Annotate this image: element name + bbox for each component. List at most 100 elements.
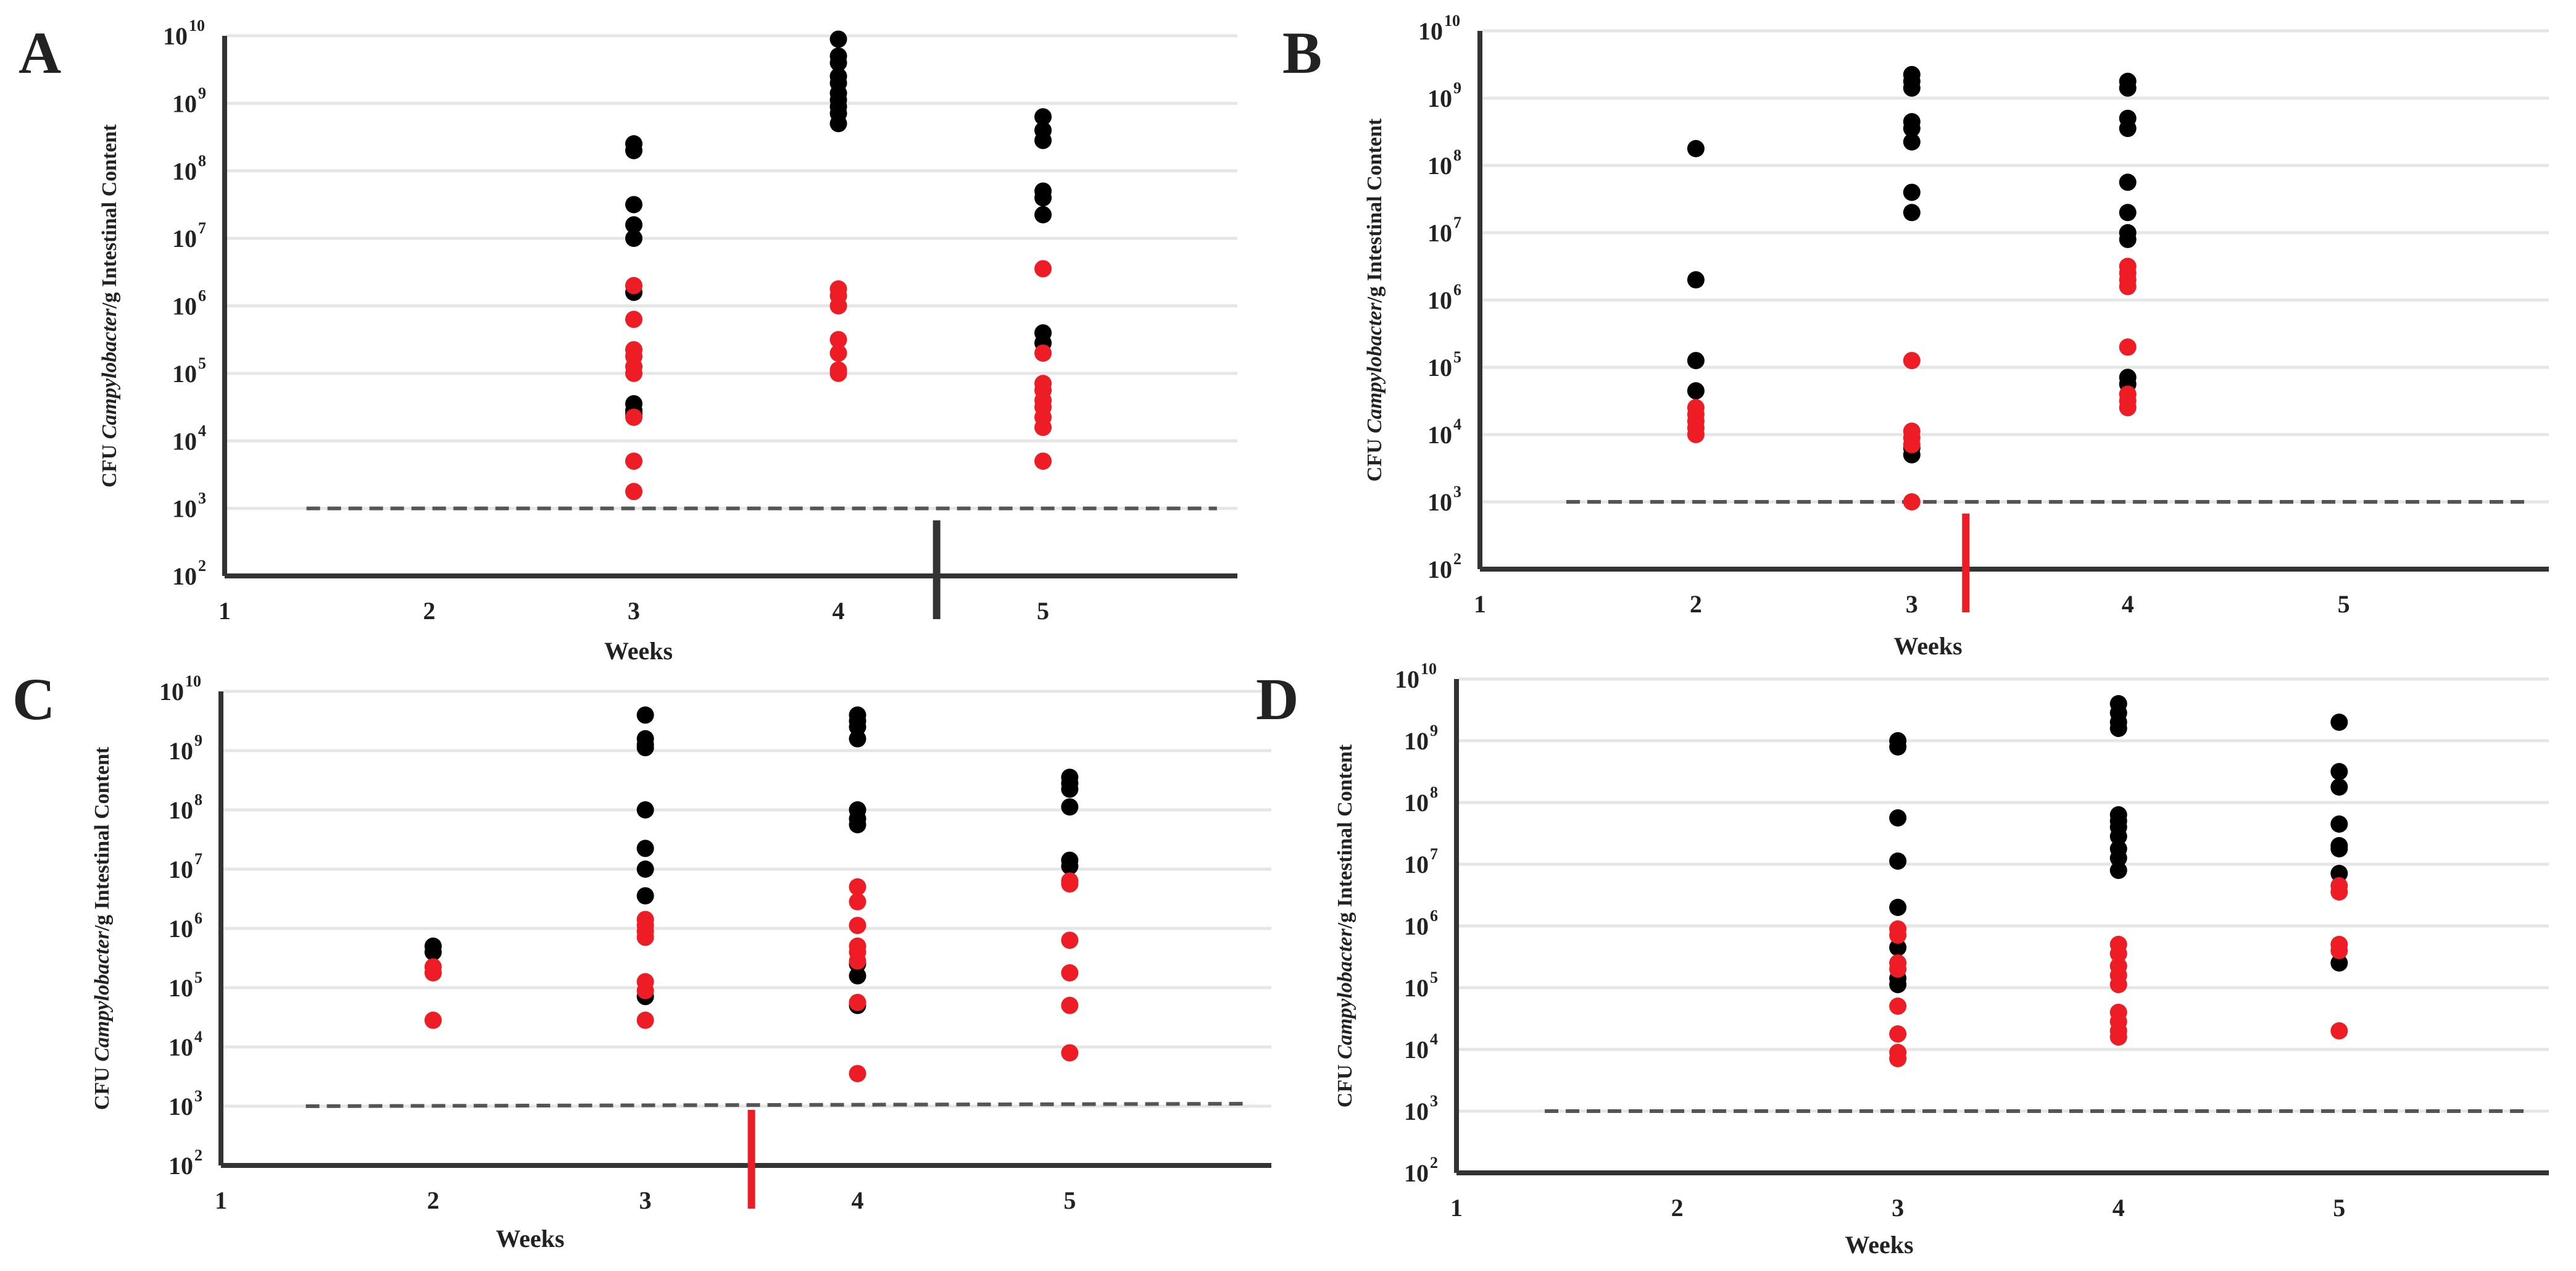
data-point-red <box>1034 260 1052 278</box>
y-tick-label: 10 <box>163 22 188 50</box>
y-tick-exponent: 4 <box>1453 415 1461 433</box>
y-tick-exponent: 9 <box>194 731 202 749</box>
y-tick-label: 10 <box>172 562 197 590</box>
panel-letter: B <box>1282 20 1322 86</box>
data-point-black <box>849 730 866 748</box>
data-point-red <box>829 364 847 382</box>
y-axis-title-part: CFU <box>98 439 121 487</box>
x-axis-title: Weeks <box>1845 1231 1913 1259</box>
data-point-black <box>1903 79 1921 97</box>
data-point-black <box>829 30 847 48</box>
x-tick-label: 2 <box>423 597 436 625</box>
y-tick-exponent: 3 <box>198 490 206 507</box>
x-tick-label: 4 <box>852 1186 864 1214</box>
y-tick-label: 10 <box>1404 1159 1429 1187</box>
series-red <box>1889 877 2348 1067</box>
data-point-red <box>1903 436 1921 454</box>
y-tick-label: 10 <box>1427 152 1452 180</box>
data-point-red <box>424 1011 442 1029</box>
x-tick-label: 5 <box>2333 1194 2345 1222</box>
x-tick-label: 1 <box>215 1186 227 1214</box>
data-point-black <box>2109 849 2127 867</box>
y-tick-exponent: 6 <box>198 287 206 305</box>
data-point-red <box>2330 942 2348 959</box>
data-point-red <box>1061 1044 1079 1062</box>
x-tick-label: 5 <box>2338 590 2350 618</box>
data-point-black <box>2119 204 2137 222</box>
data-point-red <box>2330 1022 2348 1040</box>
data-point-red <box>1889 998 1907 1015</box>
y-axis-title-part: CFU <box>1363 433 1386 481</box>
y-axis-title-part: CFU <box>1334 1059 1357 1107</box>
data-point-red <box>625 310 643 328</box>
data-point-red <box>849 952 866 970</box>
x-tick-label: 2 <box>1671 1194 1684 1222</box>
y-tick-exponent: 8 <box>1430 783 1438 801</box>
data-point-red <box>849 893 866 911</box>
y-tick-exponent: 10 <box>1421 660 1437 678</box>
data-point-red <box>424 964 442 981</box>
data-point-red <box>1889 1025 1907 1043</box>
y-tick-label: 10 <box>168 974 193 1002</box>
panel-letter: D <box>1256 666 1298 732</box>
y-tick-label: 10 <box>172 293 197 320</box>
y-tick-exponent: 6 <box>194 909 202 927</box>
data-point-red <box>636 981 654 999</box>
y-tick-exponent: 5 <box>1453 348 1461 366</box>
data-point-red <box>2119 278 2137 296</box>
data-point-black <box>829 54 847 72</box>
data-point-red <box>1903 493 1921 510</box>
x-tick-label: 3 <box>1892 1194 1904 1222</box>
y-tick-label: 10 <box>168 1093 193 1120</box>
y-tick-label: 10 <box>168 1152 193 1180</box>
data-point-black <box>625 216 643 234</box>
y-tick-label: 10 <box>168 737 193 765</box>
y-tick-exponent: 8 <box>194 791 202 809</box>
y-tick-label: 10 <box>168 796 193 824</box>
data-point-black <box>2119 230 2137 248</box>
series-red <box>625 260 1052 501</box>
data-point-black <box>1061 780 1079 798</box>
y-tick-exponent: 7 <box>1453 214 1461 231</box>
data-point-black <box>1687 271 1705 289</box>
y-tick-exponent: 2 <box>198 557 206 575</box>
y-tick-exponent: 6 <box>1430 907 1438 925</box>
series-black <box>1687 65 2137 464</box>
data-point-black <box>2330 714 2348 731</box>
y-tick-label: 10 <box>1404 727 1429 755</box>
data-point-red <box>625 364 643 382</box>
data-point-black <box>636 801 654 819</box>
data-point-red <box>829 297 847 315</box>
data-point-black <box>1061 857 1079 875</box>
series-black <box>1889 695 2348 993</box>
y-tick-exponent: 3 <box>194 1087 202 1105</box>
data-point-black <box>849 967 866 985</box>
y-tick-exponent: 7 <box>198 219 206 237</box>
data-point-red <box>625 277 643 294</box>
data-point-red <box>625 408 643 426</box>
y-tick-label: 10 <box>1427 85 1452 112</box>
y-tick-label: 10 <box>1427 219 1452 247</box>
data-point-black <box>1903 183 1921 201</box>
data-point-black <box>625 230 643 248</box>
data-point-black <box>2330 763 2348 780</box>
data-point-red <box>2119 399 2137 417</box>
x-tick-label: 3 <box>1906 590 1918 618</box>
data-point-red <box>1034 452 1052 470</box>
y-tick-exponent: 3 <box>1453 483 1461 501</box>
x-axis-title: Weeks <box>604 637 673 665</box>
x-tick-label: 3 <box>628 597 640 625</box>
data-point-black <box>2109 828 2127 845</box>
data-point-red <box>2330 883 2348 901</box>
data-point-black <box>2119 120 2137 138</box>
y-axis-title-genus: Campylobacter <box>98 308 121 439</box>
y-tick-label: 10 <box>1404 789 1429 817</box>
data-point-red <box>1687 426 1705 443</box>
y-tick-label: 10 <box>1418 17 1443 45</box>
y-tick-exponent: 4 <box>198 422 206 440</box>
y-tick-label: 10 <box>172 495 197 523</box>
data-point-red <box>849 878 866 896</box>
